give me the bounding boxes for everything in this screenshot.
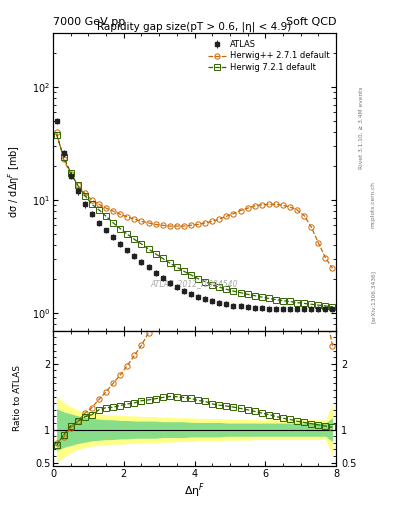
Herwig++ 2.7.1 default xyxy=(238,207,243,214)
Herwig++ 2.7.1 default xyxy=(281,202,285,208)
Herwig 7.2.1 default xyxy=(174,264,179,270)
Herwig 7.2.1 default xyxy=(189,272,193,278)
Herwig 7.2.1 default xyxy=(61,154,66,160)
Herwig 7.2.1 default xyxy=(139,241,144,247)
Herwig 7.2.1 default xyxy=(132,237,137,243)
Text: 7000 GeV pp: 7000 GeV pp xyxy=(53,16,125,27)
Herwig++ 2.7.1 default xyxy=(189,222,193,228)
Herwig++ 2.7.1 default xyxy=(54,129,59,135)
Title: Rapidity gap size(pT > 0.6, |η| < 4.9): Rapidity gap size(pT > 0.6, |η| < 4.9) xyxy=(97,21,292,32)
Line: Herwig 7.2.1 default: Herwig 7.2.1 default xyxy=(54,132,335,309)
Herwig++ 2.7.1 default xyxy=(274,201,278,207)
Herwig++ 2.7.1 default xyxy=(118,211,123,218)
Herwig 7.2.1 default xyxy=(274,296,278,303)
Herwig 7.2.1 default xyxy=(182,268,186,274)
Line: Herwig++ 2.7.1 default: Herwig++ 2.7.1 default xyxy=(54,130,335,271)
Herwig++ 2.7.1 default xyxy=(153,221,158,227)
Herwig++ 2.7.1 default xyxy=(259,202,264,208)
Herwig 7.2.1 default xyxy=(281,297,285,304)
Herwig 7.2.1 default xyxy=(330,304,335,310)
Herwig 7.2.1 default xyxy=(210,282,215,288)
Herwig 7.2.1 default xyxy=(75,182,80,188)
Herwig++ 2.7.1 default xyxy=(139,218,144,224)
Herwig++ 2.7.1 default xyxy=(160,222,165,228)
Herwig 7.2.1 default xyxy=(125,231,130,237)
Herwig 7.2.1 default xyxy=(68,169,73,176)
Herwig++ 2.7.1 default xyxy=(83,190,87,197)
Herwig 7.2.1 default xyxy=(54,132,59,138)
Herwig 7.2.1 default xyxy=(97,207,101,213)
Herwig++ 2.7.1 default xyxy=(224,214,229,220)
Herwig 7.2.1 default xyxy=(266,295,271,302)
Herwig++ 2.7.1 default xyxy=(323,254,328,261)
Herwig 7.2.1 default xyxy=(160,255,165,262)
Herwig++ 2.7.1 default xyxy=(245,205,250,211)
Herwig++ 2.7.1 default xyxy=(288,204,292,210)
Herwig++ 2.7.1 default xyxy=(132,216,137,222)
Herwig 7.2.1 default xyxy=(203,279,208,285)
Herwig++ 2.7.1 default xyxy=(125,214,130,220)
Herwig++ 2.7.1 default xyxy=(210,218,215,224)
Herwig 7.2.1 default xyxy=(111,220,116,226)
Herwig 7.2.1 default xyxy=(83,193,87,199)
Herwig 7.2.1 default xyxy=(217,284,222,290)
Herwig++ 2.7.1 default xyxy=(174,223,179,229)
Herwig 7.2.1 default xyxy=(231,288,236,294)
Herwig 7.2.1 default xyxy=(259,294,264,300)
Herwig++ 2.7.1 default xyxy=(217,216,222,222)
Herwig 7.2.1 default xyxy=(302,301,307,307)
Text: Rivet 3.1.10, ≥ 3.4M events: Rivet 3.1.10, ≥ 3.4M events xyxy=(359,87,364,169)
Herwig 7.2.1 default xyxy=(252,292,257,298)
Herwig 7.2.1 default xyxy=(295,300,299,306)
Herwig++ 2.7.1 default xyxy=(295,207,299,213)
Herwig 7.2.1 default xyxy=(309,301,314,307)
Herwig 7.2.1 default xyxy=(323,303,328,309)
Herwig++ 2.7.1 default xyxy=(266,201,271,207)
Herwig 7.2.1 default xyxy=(224,286,229,292)
Herwig++ 2.7.1 default xyxy=(316,240,321,246)
Herwig++ 2.7.1 default xyxy=(75,182,80,188)
Herwig++ 2.7.1 default xyxy=(309,224,314,230)
Y-axis label: Ratio to ATLAS: Ratio to ATLAS xyxy=(13,366,22,431)
Herwig++ 2.7.1 default xyxy=(146,220,151,226)
Herwig++ 2.7.1 default xyxy=(111,208,116,214)
Herwig 7.2.1 default xyxy=(238,290,243,296)
Herwig++ 2.7.1 default xyxy=(97,201,101,207)
Herwig 7.2.1 default xyxy=(316,302,321,308)
Herwig 7.2.1 default xyxy=(118,226,123,232)
Herwig++ 2.7.1 default xyxy=(252,203,257,209)
Text: ATLAS_2012_I1094540: ATLAS_2012_I1094540 xyxy=(151,279,238,288)
Text: mcplots.cern.ch: mcplots.cern.ch xyxy=(371,181,376,228)
Herwig++ 2.7.1 default xyxy=(61,156,66,162)
Herwig++ 2.7.1 default xyxy=(68,171,73,177)
Herwig++ 2.7.1 default xyxy=(104,205,108,211)
Text: [arXiv:1306.3436]: [arXiv:1306.3436] xyxy=(371,270,376,324)
X-axis label: Δη$^{F}$: Δη$^{F}$ xyxy=(184,481,205,500)
Y-axis label: dσ / dΔη$^{F}$ [mb]: dσ / dΔη$^{F}$ [mb] xyxy=(6,145,22,219)
Herwig++ 2.7.1 default xyxy=(196,221,200,227)
Herwig 7.2.1 default xyxy=(288,298,292,305)
Herwig 7.2.1 default xyxy=(245,291,250,297)
Herwig++ 2.7.1 default xyxy=(302,212,307,219)
Herwig 7.2.1 default xyxy=(104,214,108,220)
Text: Soft QCD: Soft QCD xyxy=(286,16,336,27)
Herwig 7.2.1 default xyxy=(146,246,151,252)
Legend: ATLAS, Herwig++ 2.7.1 default, Herwig 7.2.1 default: ATLAS, Herwig++ 2.7.1 default, Herwig 7.… xyxy=(206,37,332,74)
Herwig++ 2.7.1 default xyxy=(182,223,186,229)
Herwig 7.2.1 default xyxy=(196,275,200,282)
Herwig++ 2.7.1 default xyxy=(203,220,208,226)
Herwig++ 2.7.1 default xyxy=(330,265,335,271)
Herwig 7.2.1 default xyxy=(90,201,94,207)
Herwig 7.2.1 default xyxy=(167,260,172,266)
Herwig++ 2.7.1 default xyxy=(90,197,94,203)
Herwig++ 2.7.1 default xyxy=(231,210,236,217)
Herwig 7.2.1 default xyxy=(153,251,158,257)
Herwig++ 2.7.1 default xyxy=(167,223,172,229)
